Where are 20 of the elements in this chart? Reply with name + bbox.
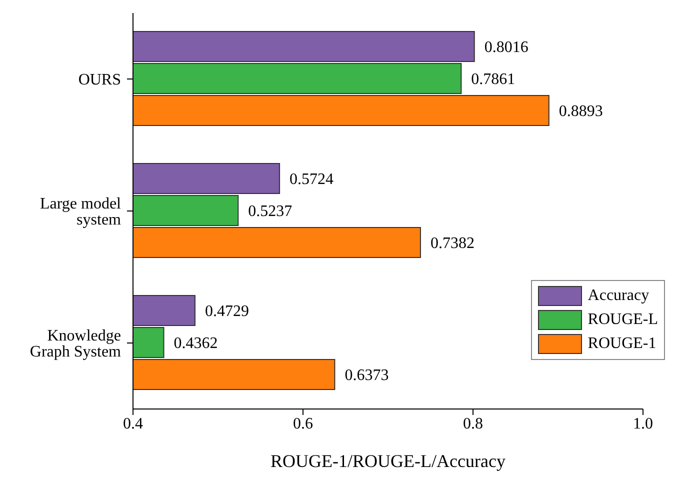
x-tick-label: 0.8 (463, 415, 483, 432)
legend-label: ROUGE-L (588, 311, 658, 329)
data-label: 0.6373 (344, 367, 389, 384)
data-label: 0.8016 (484, 39, 528, 56)
data-label: 0.4729 (204, 303, 249, 320)
legend-label: Accuracy (588, 287, 650, 305)
data-label: 0.4362 (174, 335, 218, 352)
y-tick-label: OURS (78, 72, 121, 89)
data-label: 0.7382 (430, 235, 474, 252)
x-tick-label: 1.0 (633, 415, 653, 432)
data-label: 0.5724 (290, 171, 334, 188)
data-label: 0.7861 (471, 71, 516, 88)
x-tick-label: 0.6 (293, 415, 313, 432)
x-tick-label: 0.4 (123, 415, 143, 432)
y-tick-label: Knowledge Graph System (30, 328, 122, 361)
data-label: 0.5237 (248, 203, 292, 220)
data-label: 0.8893 (558, 103, 603, 120)
y-tick-label: Large model system (40, 196, 122, 229)
x-axis-title: ROUGE-1/ROUGE-L/Accuracy (270, 451, 506, 471)
legend-label: ROUGE-1 (588, 335, 656, 353)
